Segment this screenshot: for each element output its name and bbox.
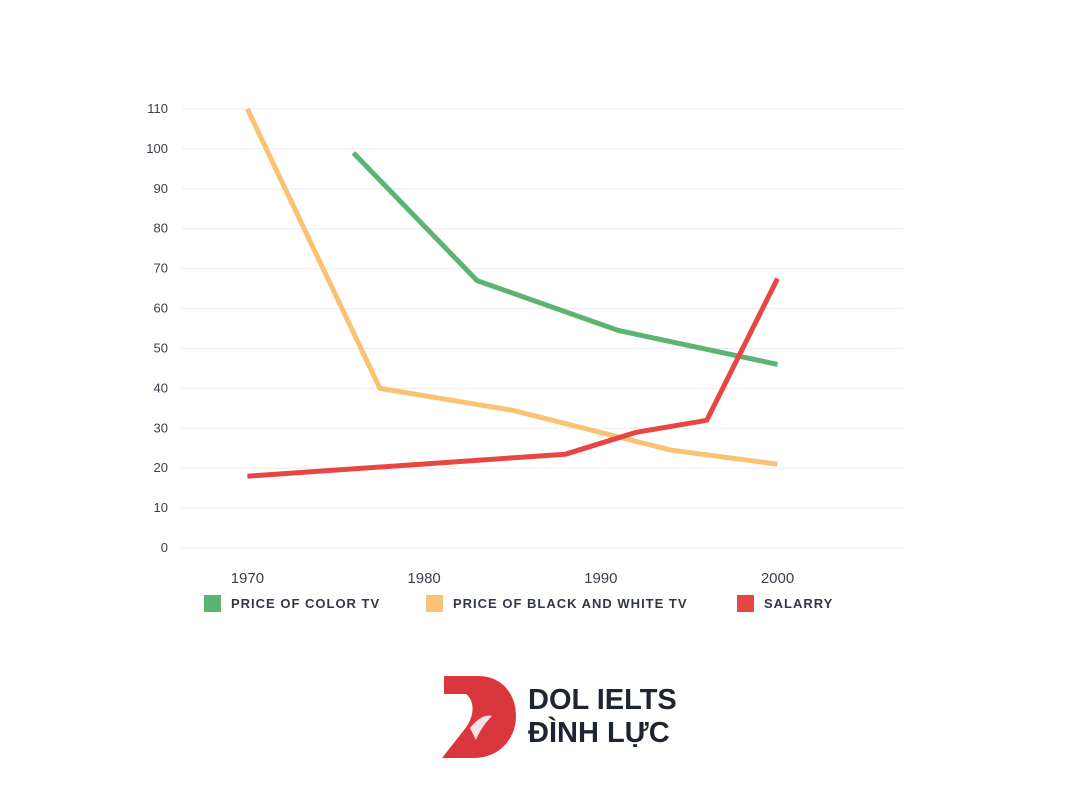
legend-swatch-bw-tv: [426, 595, 443, 612]
y-tick-label: 50: [154, 340, 168, 355]
legend-item-bw-tv: PRICE OF BLACK AND WHITE TV: [426, 595, 688, 612]
legend-swatch-color-tv: [204, 595, 221, 612]
brand-name: DOL IELTS ĐÌNH LỰC: [528, 684, 677, 750]
series-line-1: [351, 151, 779, 367]
y-tick-label: 110: [147, 101, 168, 116]
brand-line-2: ĐÌNH LỰC: [528, 717, 670, 749]
legend-swatch-salary: [737, 595, 754, 612]
y-tick-label: 40: [154, 380, 168, 395]
legend: PRICE OF COLOR TV PRICE OF BLACK AND WHI…: [0, 595, 1069, 617]
brand-logo: DOL IELTS ĐÌNH LỰC: [440, 674, 677, 760]
x-tick-label: 1980: [407, 570, 440, 587]
y-tick-label: 10: [154, 500, 168, 515]
y-tick-label: 0: [161, 540, 168, 555]
legend-label-color-tv: PRICE OF COLOR TV: [231, 596, 381, 611]
y-tick-label: 30: [154, 420, 168, 435]
x-axis-ticks: 1970 1980 1990 2000: [231, 570, 795, 587]
dol-logo-icon: [442, 676, 516, 758]
series-line-3: [247, 277, 780, 479]
grid-lines: [182, 108, 903, 549]
y-tick-label: 100: [146, 141, 168, 156]
y-tick-label: 60: [154, 301, 168, 316]
legend-item-salary: SALARRY: [737, 595, 833, 612]
y-axis-ticks: 0 10 20 30 40 50 60 70 80 90 100 110: [146, 101, 168, 555]
y-tick-label: 90: [154, 181, 168, 196]
y-tick-label: 80: [154, 221, 168, 236]
legend-label-bw-tv: PRICE OF BLACK AND WHITE TV: [453, 596, 688, 611]
y-tick-label: 70: [154, 261, 168, 276]
x-tick-label: 1990: [584, 570, 617, 587]
legend-item-color-tv: PRICE OF COLOR TV: [204, 595, 380, 612]
brand-line-1: DOL IELTS: [528, 684, 677, 716]
x-tick-label: 1970: [231, 570, 264, 587]
legend-label-salary: SALARRY: [764, 596, 834, 611]
y-tick-label: 20: [154, 460, 168, 475]
x-tick-label: 2000: [761, 570, 794, 587]
series-lines: [245, 107, 780, 479]
series-line-2: [245, 107, 778, 467]
